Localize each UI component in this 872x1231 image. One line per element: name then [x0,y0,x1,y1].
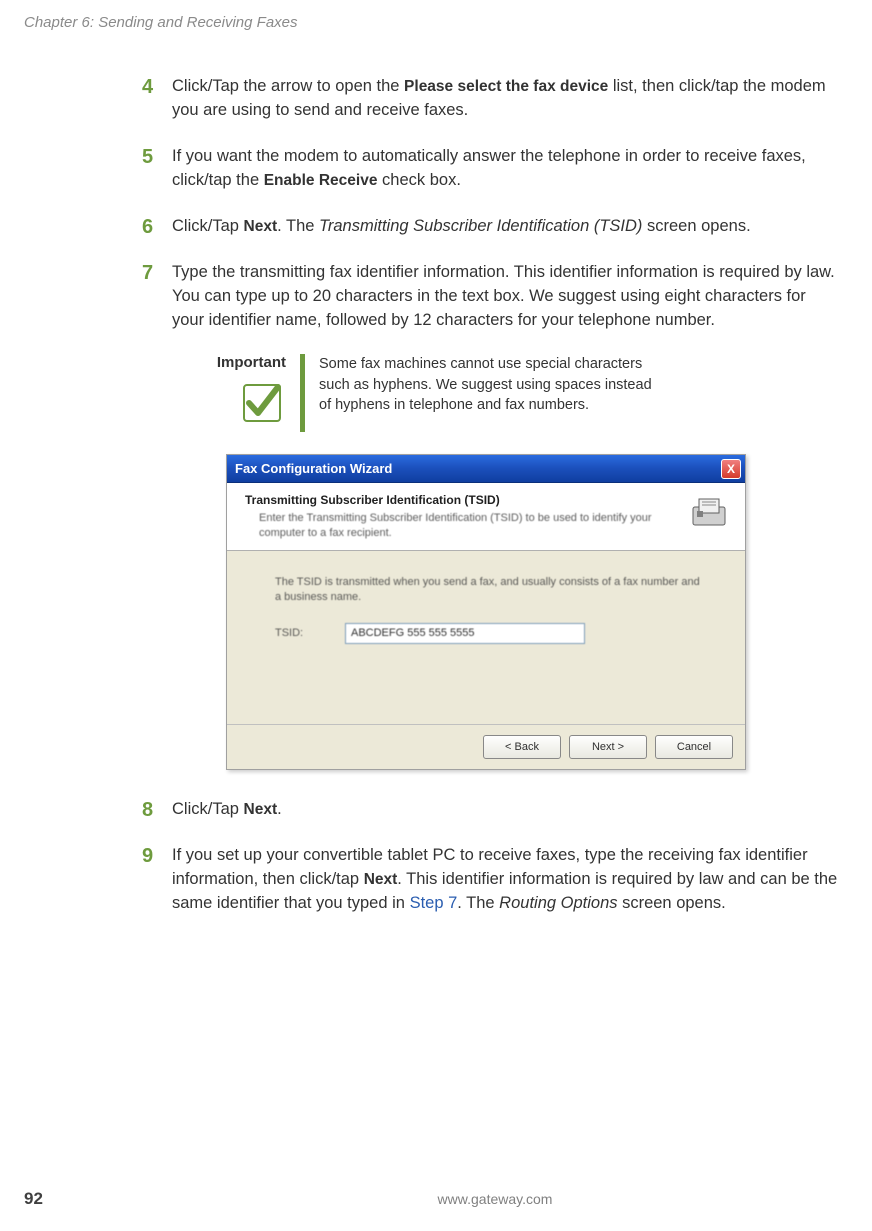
step-text: . The [457,894,499,912]
step-body: If you set up your convertible tablet PC… [172,844,840,916]
fax-wizard-dialog: Fax Configuration Wizard X Transmitting … [226,454,746,769]
step-number: 7 [142,261,166,333]
step-number: 9 [142,844,166,916]
bold-term: Next [244,801,278,818]
dialog-header-text: Transmitting Subscriber Identification (… [245,493,689,540]
tsid-field-row: TSID: [275,623,707,644]
dialog-header-title: Transmitting Subscriber Identification (… [245,493,689,507]
step-4: 4 Click/Tap the arrow to open the Please… [142,75,840,123]
dialog-body-note: The TSID is transmitted when you send a … [275,575,707,605]
step-7-link[interactable]: Step 7 [410,894,458,912]
step-text: Click/Tap [172,217,244,235]
step-text: Click/Tap the arrow to open the [172,77,404,95]
next-button[interactable]: Next > [569,735,647,759]
footer-url: www.gateway.com [142,1191,848,1207]
important-callout: Important Some fax machines cannot use s… [172,354,840,432]
close-icon[interactable]: X [721,459,741,479]
italic-term: Routing Options [499,894,617,912]
step-text: check box. [377,171,460,189]
step-7: 7 Type the transmitting fax identifier i… [142,261,840,333]
step-text: screen opens. [642,217,750,235]
bold-term: Please select the fax device [404,78,608,95]
step-number: 6 [142,215,166,239]
step-number: 4 [142,75,166,123]
step-text: Click/Tap [172,800,244,818]
important-label: Important [172,354,286,371]
important-text: Some fax machines cannot use special cha… [305,354,665,432]
step-body: Type the transmitting fax identifier inf… [172,261,840,333]
tsid-input[interactable] [345,623,585,644]
chapter-header: Chapter 6: Sending and Receiving Faxes [24,14,848,31]
step-body: Click/Tap the arrow to open the Please s… [172,75,840,123]
dialog-body: The TSID is transmitted when you send a … [227,551,745,724]
step-body: Click/Tap Next. The Transmitting Subscri… [172,215,840,239]
cancel-button[interactable]: Cancel [655,735,733,759]
step-number: 8 [142,798,166,822]
dialog-header-subtitle: Enter the Transmitting Subscriber Identi… [259,511,689,540]
dialog-header: Transmitting Subscriber Identification (… [227,483,745,551]
bold-term: Next [364,871,398,888]
back-button[interactable]: < Back [483,735,561,759]
dialog-titlebar: Fax Configuration Wizard X [227,455,745,483]
step-text: . [277,800,282,818]
dialog-title: Fax Configuration Wizard [235,461,721,476]
bold-term: Next [244,218,278,235]
content-area: 4 Click/Tap the arrow to open the Please… [142,75,840,916]
italic-term: Transmitting Subscriber Identification (… [319,217,642,235]
page-footer: 92 www.gateway.com [24,1189,848,1209]
dialog-footer: < Back Next > Cancel [227,724,745,769]
step-body: Click/Tap Next. [172,798,840,822]
step-9: 9 If you set up your convertible tablet … [142,844,840,916]
important-left: Important [172,354,300,432]
step-text: . The [277,217,319,235]
step-text: screen opens. [618,894,726,912]
step-8: 8 Click/Tap Next. [142,798,840,822]
page-number: 92 [24,1189,142,1209]
step-number: 5 [142,145,166,193]
step-body: If you want the modem to automatically a… [172,145,840,193]
fax-icon [689,493,731,535]
tsid-label: TSID: [275,627,345,639]
step-6: 6 Click/Tap Next. The Transmitting Subsc… [142,215,840,239]
checkmark-icon [238,379,286,432]
step-5: 5 If you want the modem to automatically… [142,145,840,193]
bold-term: Enable Receive [264,172,378,189]
